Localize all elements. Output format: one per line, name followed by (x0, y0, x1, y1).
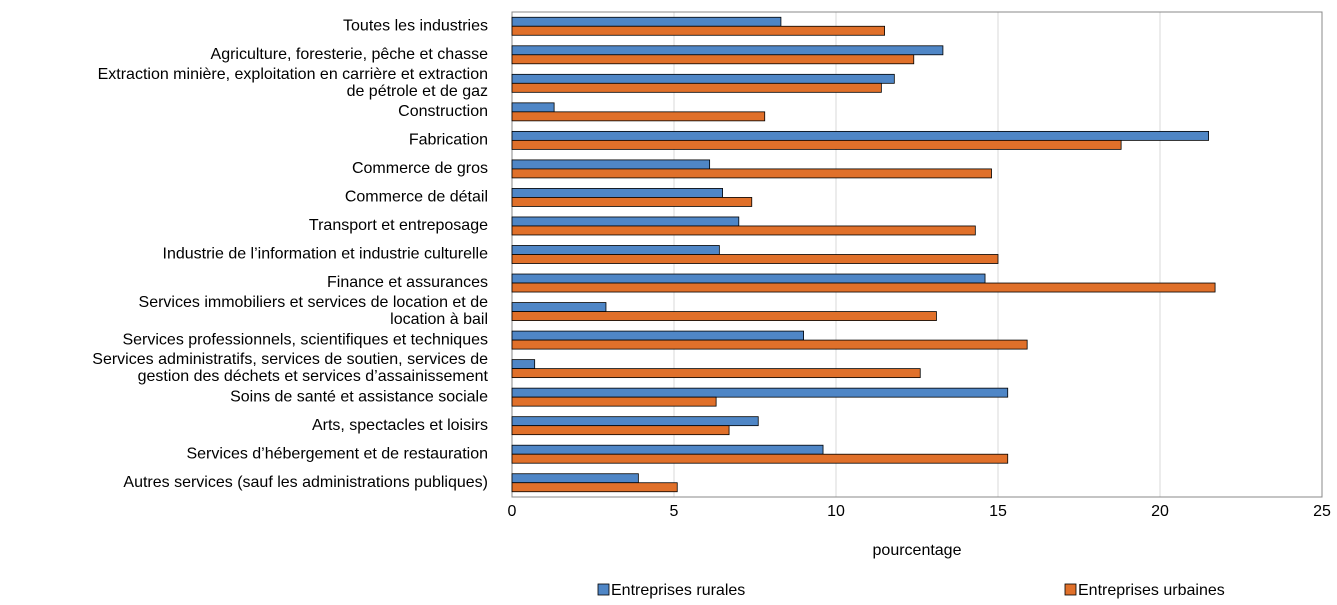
y-tick-label: Services immobiliers et services de loca… (139, 294, 489, 328)
bar (511, 339, 1028, 350)
y-tick-label: Services professionnels, scientifiques e… (122, 331, 488, 348)
bar (511, 311, 937, 321)
y-tick-label: Transport et entreposage (309, 217, 488, 234)
bar (511, 368, 921, 379)
bar (511, 54, 915, 65)
y-tick-label: Soins de santé et assistance sociale (230, 388, 488, 405)
y-tick-label: Construction (398, 103, 488, 120)
x-tick-label: 20 (1151, 503, 1169, 520)
bar (511, 16, 782, 27)
x-tick-label: 0 (508, 503, 517, 520)
x-tick-label: 25 (1313, 503, 1331, 520)
bar (511, 225, 976, 236)
y-tick-label: Commerce de détail (345, 189, 488, 206)
bar (511, 273, 986, 284)
y-tick-label: Toutes les industries (343, 17, 488, 34)
bar (511, 302, 607, 312)
bar (511, 425, 730, 436)
bar (511, 330, 805, 341)
legend-label: Entreprises rurales (611, 582, 745, 599)
bar (511, 130, 1209, 141)
bar (511, 396, 717, 407)
bar (511, 245, 720, 255)
bar (511, 82, 882, 93)
bar (511, 197, 753, 207)
y-tick-label: Services d’hébergement et de restauratio… (186, 445, 488, 462)
bar (511, 453, 1009, 464)
x-tick-label: 5 (670, 503, 679, 520)
y-tick-label: Agriculture, foresterie, pêche et chasse (211, 46, 489, 63)
y-tick-label: Extraction minière, exploitation en carr… (98, 66, 488, 100)
bar (511, 473, 639, 484)
x-tick-label: 10 (827, 503, 845, 520)
bar (511, 216, 740, 227)
y-tick-label: Finance et assurances (327, 274, 488, 291)
x-axis-label: pourcentage (873, 542, 962, 559)
bar (511, 111, 766, 122)
bar (511, 45, 944, 56)
bar (511, 139, 1122, 150)
y-tick-label: Industrie de l’information et industrie … (163, 246, 489, 263)
y-tick-label: Autres services (sauf les administration… (123, 474, 488, 491)
y-tick-label: Services administratifs, services de sou… (92, 351, 488, 385)
bar (511, 25, 886, 36)
legend-swatch (597, 583, 610, 596)
y-tick-label: Arts, spectacles et loisirs (312, 417, 488, 434)
y-tick-label: Commerce de gros (352, 160, 488, 177)
bar (511, 282, 1216, 293)
bar (511, 188, 724, 198)
bar (511, 254, 999, 264)
bar (511, 168, 992, 179)
bar (511, 102, 555, 113)
bar (511, 73, 895, 84)
bar (511, 359, 536, 370)
bar (511, 444, 824, 455)
legend-label: Entreprises urbaines (1078, 582, 1225, 599)
y-tick-label: Fabrication (409, 132, 488, 149)
bar (511, 159, 711, 170)
bar (511, 387, 1009, 398)
x-tick-label: 15 (989, 503, 1007, 520)
bar (511, 482, 678, 493)
bar (511, 416, 759, 427)
legend-swatch (1064, 583, 1077, 596)
